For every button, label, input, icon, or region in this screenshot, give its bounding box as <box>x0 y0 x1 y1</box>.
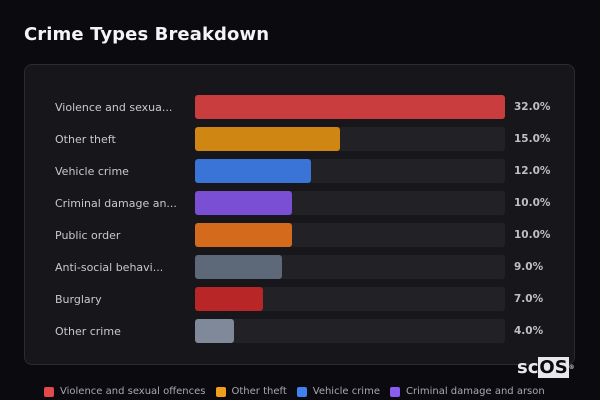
bar-value: 4.0% <box>514 325 544 337</box>
bar-row[interactable]: Burglary 7.0% <box>25 287 574 313</box>
legend-label: Vehicle crime <box>312 386 380 397</box>
legend-item[interactable]: Violence and sexual offences <box>44 386 206 397</box>
page-title: Crime Types Breakdown <box>24 24 270 45</box>
scos-logo: scOS® <box>517 357 575 378</box>
bar-fill[interactable] <box>195 255 283 279</box>
bar-fill[interactable] <box>195 127 341 151</box>
bar-track <box>195 95 505 119</box>
legend-label: Other theft <box>231 386 287 397</box>
bar-value: 10.0% <box>514 229 551 241</box>
bar-fill[interactable] <box>195 159 312 183</box>
bar-label: Vehicle crime <box>55 165 129 178</box>
legend-item[interactable]: Vehicle crime <box>296 386 380 397</box>
bar-fill[interactable] <box>195 223 292 247</box>
bar-value: 10.0% <box>514 197 551 209</box>
bar-fill[interactable] <box>195 191 292 215</box>
bar-track <box>195 287 505 311</box>
bar-row[interactable]: Other theft 15.0% <box>25 127 574 153</box>
bar-value: 15.0% <box>514 133 551 145</box>
bar-fill[interactable] <box>195 95 505 119</box>
legend-swatch-icon <box>215 386 226 397</box>
bar-row[interactable]: Violence and sexua... 32.0% <box>25 95 574 121</box>
bar-track <box>195 191 505 215</box>
legend-label: Violence and sexual offences <box>60 386 206 397</box>
bar-row[interactable]: Vehicle crime 12.0% <box>25 159 574 185</box>
legend-swatch-icon <box>296 386 307 397</box>
bar-value: 7.0% <box>514 293 544 305</box>
bar-value: 32.0% <box>514 101 551 113</box>
bar-value: 12.0% <box>514 165 551 177</box>
bar-label: Anti-social behavi... <box>55 261 164 274</box>
bar-track <box>195 127 505 151</box>
bar-fill[interactable] <box>195 319 234 343</box>
bar-row[interactable]: Other crime 4.0% <box>25 319 574 345</box>
logo-os: OS <box>538 357 569 378</box>
bar-track <box>195 255 505 279</box>
chart-card: Violence and sexua... 32.0% Other theft 15.… <box>24 64 575 365</box>
bar-row[interactable]: Criminal damage an... 10.0% <box>25 191 574 217</box>
chart-legend: Violence and sexual offences Other theft V… <box>44 386 545 397</box>
legend-label: Criminal damage and arson <box>405 386 545 397</box>
bar-row[interactable]: Anti-social behavi... 9.0% <box>25 255 574 281</box>
legend-item[interactable]: Criminal damage and arson <box>389 386 545 397</box>
logo-registered-mark: ® <box>568 364 575 371</box>
bar-label: Violence and sexua... <box>55 101 173 114</box>
bar-value: 9.0% <box>514 261 544 273</box>
legend-swatch-icon <box>389 386 400 397</box>
bar-fill[interactable] <box>195 287 263 311</box>
legend-item[interactable]: Other theft <box>215 386 287 397</box>
bar-track <box>195 319 505 343</box>
bar-row[interactable]: Public order 10.0% <box>25 223 574 249</box>
bar-label: Public order <box>55 229 121 242</box>
bar-label: Other crime <box>55 325 121 338</box>
bar-track <box>195 159 505 183</box>
bar-track <box>195 223 505 247</box>
bar-label: Other theft <box>55 133 116 146</box>
legend-swatch-icon <box>44 386 54 397</box>
logo-sc: sc <box>517 357 539 378</box>
bar-label: Burglary <box>55 293 102 306</box>
bar-label: Criminal damage an... <box>55 197 177 210</box>
